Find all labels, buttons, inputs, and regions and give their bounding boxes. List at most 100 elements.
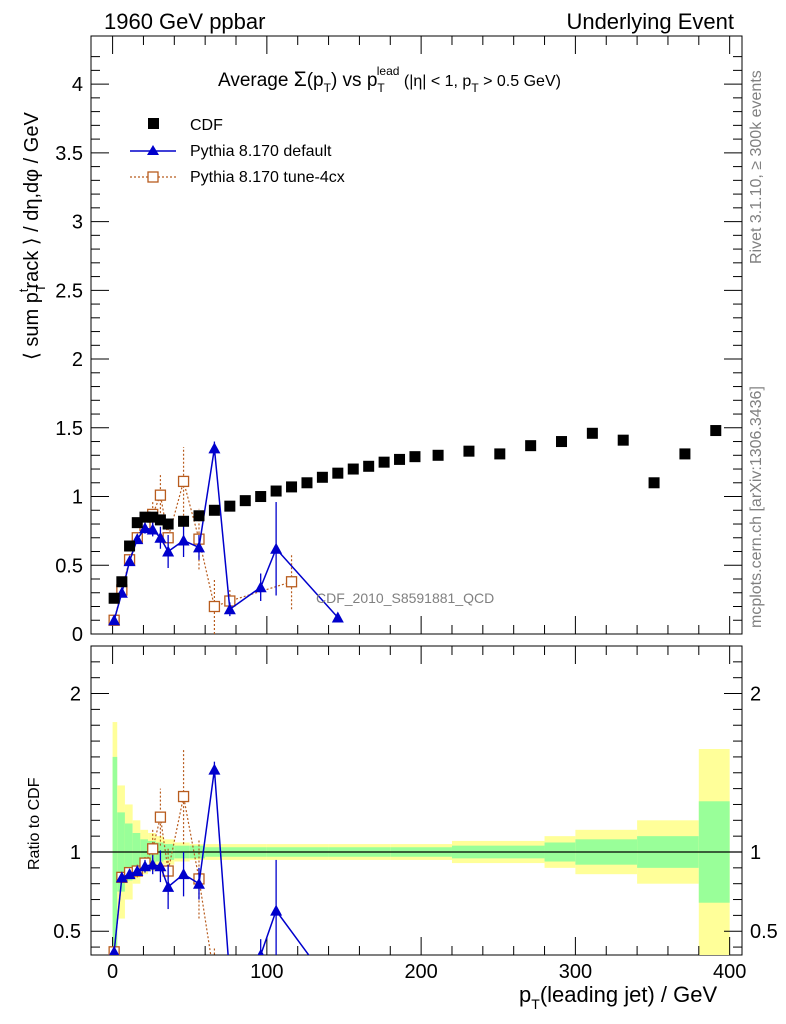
cdf-point (124, 540, 136, 552)
cdf-point (139, 511, 151, 523)
ratio-default-point (192, 877, 205, 889)
ratio-default-point (115, 871, 128, 883)
tune-point (285, 576, 298, 588)
ratio-uncertainty-bands (91, 722, 742, 955)
legend-cdf-label: CDF (190, 117, 223, 134)
cdf-point (239, 495, 251, 507)
ratio-tune-point (147, 843, 159, 855)
x-tick-label: 200 (404, 961, 437, 983)
ratio-axis-ticks: 0.5 0.5 1 1 2 2 0 100 200 300 400 (53, 646, 778, 983)
analysis-id-label: CDF_2010_S8591881_QCD (316, 590, 494, 606)
cdf-point (224, 500, 236, 512)
y-tick-label: 3.5 (55, 143, 83, 165)
ratio-y-tick-label: 1 (70, 842, 81, 864)
x-tick-label: 400 (713, 961, 746, 983)
ratio-default-point (154, 860, 167, 872)
cdf-point (154, 514, 166, 526)
main-data-layer (108, 425, 722, 634)
ratio-default-point (109, 945, 120, 955)
cdf-point (178, 515, 190, 527)
cdf-point (147, 511, 159, 523)
rivet-version-label: Rivet 3.1.10, ≥ 300k events (748, 70, 765, 264)
main-axis-ticks: 0 0.5 1 1.5 2 2.5 3 3.5 4 (55, 36, 742, 646)
cdf-point (378, 456, 390, 468)
legend-cdf-marker (148, 118, 159, 129)
default-point (208, 442, 221, 454)
y-tick-label: 2 (72, 349, 83, 371)
cdf-point (648, 477, 660, 489)
ratio-default-point (208, 763, 221, 775)
tune-point (177, 475, 190, 488)
x-tick-label: 300 (559, 961, 592, 983)
y-tick-label: 2.5 (55, 280, 83, 302)
main-y-axis-label: ⟨ sum pTtrack ⟩ / dη,dφ / GeV (16, 112, 48, 360)
ratio-default-point (257, 949, 264, 955)
default-point (123, 555, 136, 567)
process-label: Underlying Event (566, 9, 734, 34)
mcplots-label: mcplots.cern.ch [arXiv:1306.3436] (748, 386, 765, 628)
ratio-data-layer (108, 749, 310, 984)
cdf-point (193, 510, 205, 522)
ratio-default-point (123, 868, 136, 880)
y-tick-label: 1 (72, 487, 83, 509)
cdf-point (617, 434, 629, 446)
x-tick-label: 0 (107, 961, 118, 983)
default-point (108, 614, 121, 626)
ratio-default-point (131, 865, 144, 877)
cdf-point (301, 477, 313, 489)
ratio-frame (90, 645, 743, 956)
ratio-y-tick-label: 2 (70, 684, 81, 706)
default-point (146, 523, 159, 535)
y-tick-label: 0 (72, 624, 83, 646)
cdf-point (162, 518, 174, 530)
cdf-point (710, 425, 722, 437)
y-tick-label: 1.5 (55, 418, 83, 440)
legend-tune-label: Pythia 8.170 tune-4cx (190, 169, 345, 186)
ratio-default-point (224, 973, 236, 984)
default-point (154, 531, 167, 543)
legend: CDF Pythia 8.170 default Pythia 8.170 tu… (130, 117, 345, 186)
cdf-point (494, 448, 506, 460)
cdf-point (347, 463, 359, 475)
ratio-default-point (162, 880, 175, 892)
cdf-point (463, 445, 475, 457)
ratio-y-tick-label-right: 0.5 (750, 921, 778, 943)
cdf-point (363, 460, 375, 472)
ratio-default-point (146, 858, 159, 870)
cdf-point (270, 485, 282, 497)
default-point (192, 541, 205, 553)
default-point (331, 611, 344, 623)
cdf-point (586, 427, 598, 439)
cdf-point (679, 448, 691, 460)
y-tick-label: 3 (72, 212, 83, 234)
ratio-default-point (270, 904, 283, 916)
legend-default-marker (147, 145, 159, 155)
ratio-y-tick-label: 0.5 (53, 921, 81, 943)
default-point (162, 545, 175, 557)
cdf-point (108, 592, 120, 604)
main-panel: 00.511.522.533.54 Average Σ(pT) vs pTlea… (16, 35, 743, 646)
cdf-point (208, 504, 220, 516)
tune-point (154, 489, 167, 501)
ratio-tune-point (154, 811, 167, 823)
cdf-point (332, 467, 344, 479)
cdf-point (255, 491, 267, 503)
default-point (254, 581, 267, 593)
default-point (223, 603, 236, 615)
ratio-tune-point (209, 974, 219, 984)
x-tick-label: 100 (250, 961, 283, 983)
ratio-panel: 0.5 0.5 1 1 2 2 0 100 200 300 400 Ratio to CDF pT(… (26, 645, 778, 1012)
energy-label: 1960 GeV ppbar (104, 9, 265, 34)
cdf-point (556, 436, 568, 448)
default-point (177, 534, 190, 546)
ratio-default-point (177, 868, 190, 880)
ratio-y-axis-label: Ratio to CDF (26, 777, 43, 870)
cdf-point (409, 451, 421, 463)
default-point (270, 542, 283, 554)
y-tick-label: 4 (72, 74, 83, 96)
cdf-point (394, 453, 406, 465)
cdf-point (286, 481, 298, 493)
ratio-y-tick-label-right: 2 (750, 684, 761, 706)
tune-point (208, 600, 221, 613)
